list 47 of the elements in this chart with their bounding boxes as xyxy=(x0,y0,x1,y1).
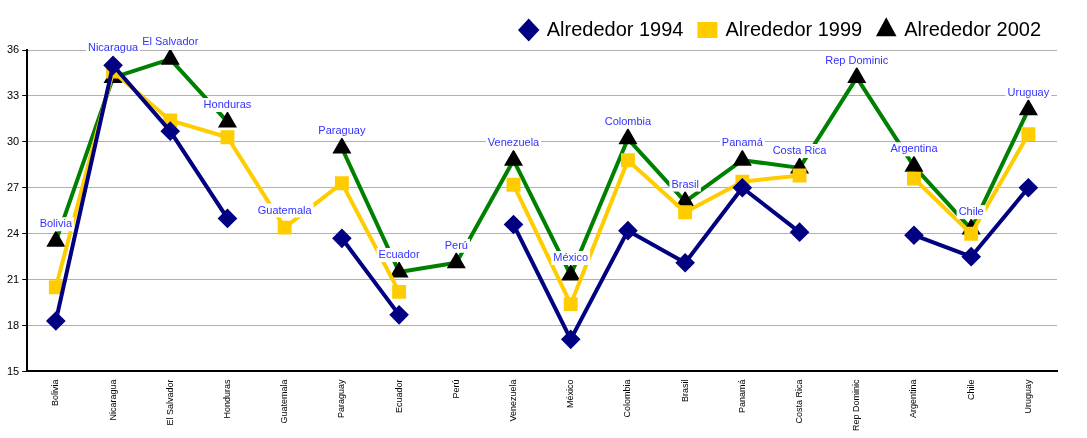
y-tick-label: 24 xyxy=(6,226,20,239)
annotation: Bolivia xyxy=(39,217,73,230)
y-tick-label: 36 xyxy=(6,43,20,56)
x-tick-label: Uruguay xyxy=(1022,379,1033,414)
annotation: Ecuador xyxy=(378,248,420,261)
x-tick-label: Rep Dominic xyxy=(851,379,862,432)
annotation: Guatemala xyxy=(257,203,313,216)
legend-label: Alrededor 1999 xyxy=(725,17,863,40)
annotation: Uruguay xyxy=(1007,85,1050,98)
annotation: Nicaragua xyxy=(87,41,139,54)
y-tick-label: 33 xyxy=(6,88,20,101)
legend-label: Alrededor 2002 xyxy=(904,17,1042,40)
x-tick-label: Brasil xyxy=(679,379,690,402)
x-tick-label: Honduras xyxy=(221,378,232,419)
annotation: Costa Rica xyxy=(772,143,828,156)
x-tick-label: Argentina xyxy=(908,379,919,419)
annotation: Argentina xyxy=(890,142,939,155)
x-tick-label: Bolivia xyxy=(50,379,61,406)
y-tick-label: 18 xyxy=(6,318,20,331)
x-tick-label: Colombia xyxy=(622,379,633,418)
y-tick-label: 21 xyxy=(6,272,20,285)
x-tick-label: Nicaragua xyxy=(107,379,118,421)
x-tick-label: México xyxy=(565,379,576,408)
x-tick-label: Paraguay xyxy=(336,378,347,419)
legend-label: Alrededor 1994 xyxy=(546,17,684,40)
y-tick-label: 30 xyxy=(6,134,20,147)
x-tick-label: El Salvador xyxy=(164,379,175,426)
x-tick-label: Panamá xyxy=(736,379,747,414)
x-tick-label: Guatemala xyxy=(279,379,290,424)
annotation: Venezuela xyxy=(487,136,541,149)
annotation: Panamá xyxy=(721,136,764,149)
y-tick-label: 27 xyxy=(6,180,20,193)
annotation: Brasil xyxy=(671,177,699,190)
annotation: Honduras xyxy=(203,97,252,110)
annotation: Paraguay xyxy=(318,124,366,137)
x-tick-label: Perú xyxy=(450,379,461,399)
annotation: México xyxy=(553,251,589,264)
annotation: Rep Dominic xyxy=(825,53,889,66)
x-tick-label: Chile xyxy=(965,379,976,400)
x-tick-label: Ecuador xyxy=(393,379,404,414)
annotation: El Salvador xyxy=(142,35,199,48)
y-tick-label: 15 xyxy=(6,364,20,377)
annotation: Chile xyxy=(958,205,984,218)
x-tick-label: Costa Rica xyxy=(794,379,805,424)
x-tick-label: Venezuela xyxy=(508,379,518,422)
annotation: Perú xyxy=(444,238,468,251)
annotation: Colombia xyxy=(604,114,653,127)
